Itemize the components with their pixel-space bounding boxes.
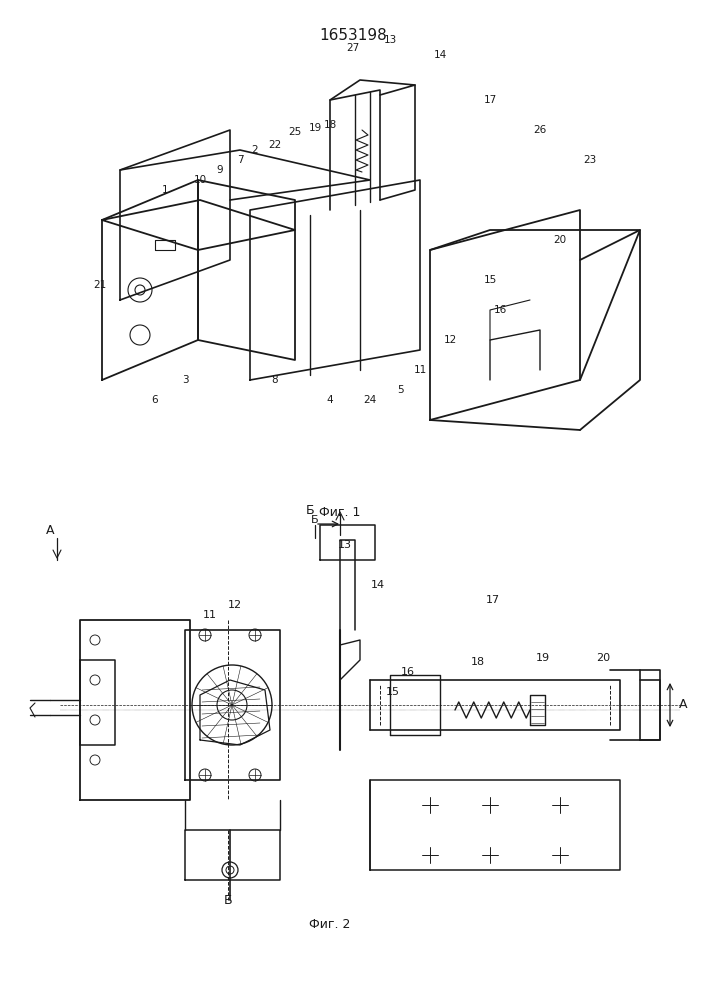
Text: 14: 14 [371, 580, 385, 590]
Text: Б: Б [311, 515, 319, 525]
Text: 27: 27 [346, 43, 360, 53]
Text: 17: 17 [486, 595, 500, 605]
Text: 23: 23 [583, 155, 597, 165]
Text: Фиг. 1: Фиг. 1 [320, 506, 361, 518]
Text: 12: 12 [228, 600, 242, 610]
Text: 24: 24 [363, 395, 377, 405]
Text: 19: 19 [308, 123, 322, 133]
Text: 15: 15 [386, 687, 400, 697]
Text: А: А [46, 524, 54, 536]
Text: Б: Б [223, 894, 233, 906]
Text: 2: 2 [252, 145, 258, 155]
Text: 6: 6 [152, 395, 158, 405]
Text: 3: 3 [182, 375, 188, 385]
Text: 16: 16 [493, 305, 507, 315]
Text: 10: 10 [194, 175, 206, 185]
Text: 26: 26 [533, 125, 547, 135]
Text: 13: 13 [338, 540, 352, 550]
Text: 19: 19 [536, 653, 550, 663]
Text: 7: 7 [237, 155, 243, 165]
Text: 18: 18 [323, 120, 337, 130]
Text: 12: 12 [443, 335, 457, 345]
Text: 13: 13 [383, 35, 397, 45]
Text: 22: 22 [269, 140, 281, 150]
Text: Б: Б [305, 504, 315, 516]
Text: 20: 20 [596, 653, 610, 663]
Text: 17: 17 [484, 95, 496, 105]
Text: A: A [679, 698, 687, 712]
Text: 9: 9 [216, 165, 223, 175]
Text: 15: 15 [484, 275, 496, 285]
Text: 5: 5 [397, 385, 403, 395]
Text: 11: 11 [203, 610, 217, 620]
Text: 1: 1 [162, 185, 168, 195]
Text: 21: 21 [93, 280, 107, 290]
Text: 16: 16 [401, 667, 415, 677]
Text: 20: 20 [554, 235, 566, 245]
Text: 8: 8 [271, 375, 279, 385]
Text: 14: 14 [433, 50, 447, 60]
Text: 11: 11 [414, 365, 426, 375]
Text: 4: 4 [327, 395, 333, 405]
Text: Фиг. 2: Фиг. 2 [310, 918, 351, 932]
Text: 25: 25 [288, 127, 302, 137]
Text: 18: 18 [471, 657, 485, 667]
Text: 1653198: 1653198 [319, 27, 387, 42]
